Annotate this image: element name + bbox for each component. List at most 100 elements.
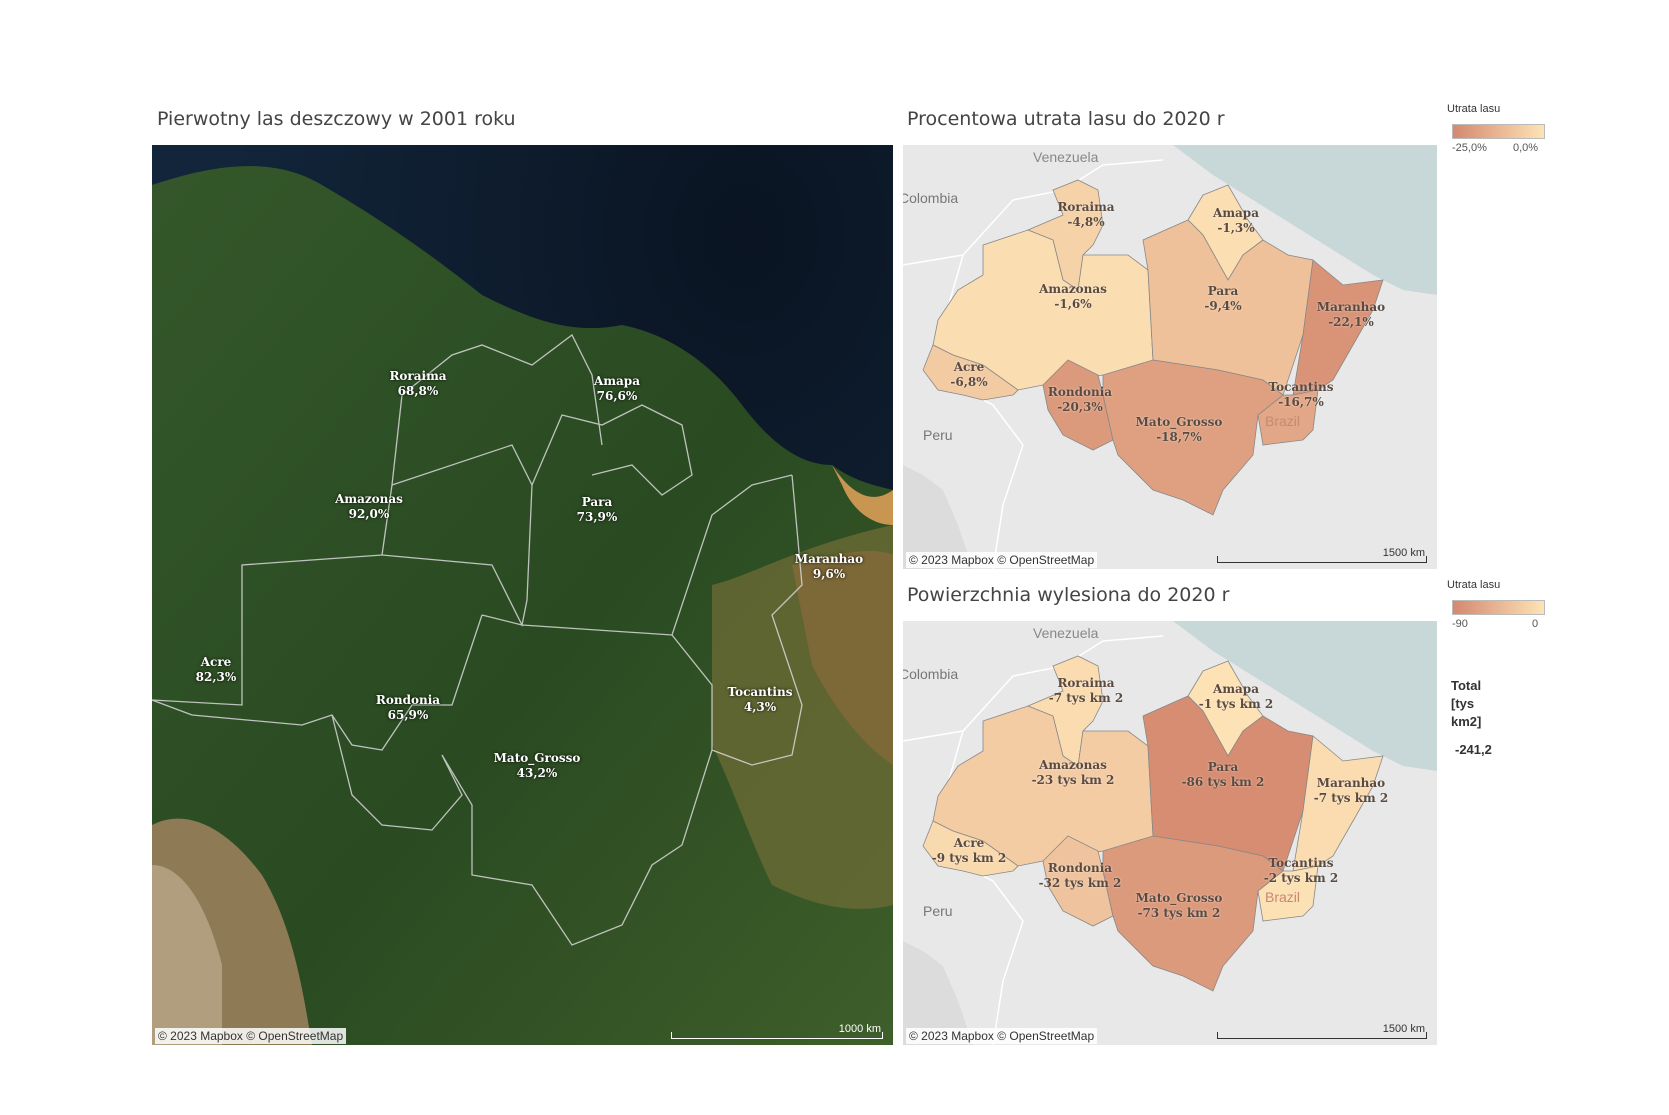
region-label-rondonia: Rondonia -32 tys km 2 <box>1020 861 1140 891</box>
region-label-rondonia: Rondonia 65,9% <box>348 693 468 723</box>
region-label-amapa: Amapa -1 tys km 2 <box>1176 682 1296 712</box>
region-value: -9,4% <box>1204 299 1242 313</box>
region-name: Amapa <box>594 374 640 388</box>
region-name: Roraima <box>1057 200 1115 214</box>
region-label-amapa: Amapa 76,6% <box>557 374 677 404</box>
continent <box>152 166 893 1045</box>
region-label-para: Para -9,4% <box>1163 284 1283 314</box>
border-line <box>903 189 1064 266</box>
region-value: -7 tys km 2 <box>1048 691 1124 705</box>
region-label-acre: Acre 82,3% <box>156 655 276 685</box>
total-label-line: Total <box>1451 678 1482 693</box>
map2-attribution[interactable]: © 2023 Mapbox © OpenStreetMap <box>906 552 1098 568</box>
caatinga-area <box>792 550 893 765</box>
map3-attribution[interactable]: © 2023 Mapbox © OpenStreetMap <box>906 1028 1098 1044</box>
region-name: Rondonia <box>375 693 441 707</box>
region-value: 4,3% <box>743 700 777 714</box>
region-label-rondonia: Rondonia -20,3% <box>1020 385 1140 415</box>
region-name: Amapa <box>1213 206 1259 220</box>
place-label-venezuela: Venezuela <box>1033 149 1099 165</box>
state-acre[interactable] <box>922 344 1019 401</box>
region-name: Para <box>1207 284 1239 298</box>
region-label-maranhao: Maranhao -7 tys km 2 <box>1291 776 1411 806</box>
region-value: 65,9% <box>387 708 429 722</box>
region-name: Amapa <box>1213 682 1259 696</box>
total-value: -241,2 <box>1455 742 1492 757</box>
state-mato_grosso[interactable] <box>1102 835 1284 992</box>
place-label-brazil: Brazil <box>1265 889 1301 905</box>
state-acre[interactable] <box>922 820 1019 877</box>
region-label-roraima: Roraima 68,8% <box>358 369 478 399</box>
region-name: Mato_Grosso <box>493 751 581 765</box>
map3-svg <box>903 621 1437 1045</box>
region-name: Mato_Grosso <box>1135 415 1223 429</box>
region-value: -4,8% <box>1067 215 1105 229</box>
state-tocantins[interactable] <box>1257 865 1319 922</box>
map2-scale: 1500 km <box>1217 543 1427 563</box>
state-maranhao[interactable] <box>1292 259 1384 396</box>
region-name: Tocantins <box>727 685 793 699</box>
state-maranhao[interactable] <box>1292 735 1384 872</box>
region-value: 73,9% <box>576 510 618 524</box>
region-value: -2 tys km 2 <box>1263 871 1339 885</box>
region-label-mato_grosso: Mato_Grosso 43,2% <box>477 751 597 781</box>
region-label-amapa: Amapa -1,3% <box>1176 206 1296 236</box>
region-name: Para <box>581 495 613 509</box>
region-name: Maranhao <box>1316 776 1386 790</box>
region-label-roraima: Roraima -7 tys km 2 <box>1026 676 1146 706</box>
map1-svg <box>152 145 893 1045</box>
legend2-title: Utrata lasu <box>1447 579 1501 591</box>
region-name: Amazonas <box>1039 282 1107 296</box>
andes-shade <box>903 465 973 569</box>
legend2-colorbar <box>1452 600 1545 615</box>
region-label-mato_grosso: Mato_Grosso -73 tys km 2 <box>1119 891 1239 921</box>
legend1-colorbar <box>1452 124 1545 139</box>
map3-title: Powierzchnia wylesiona do 2020 r <box>907 584 1230 606</box>
region-label-acre: Acre -9 tys km 2 <box>909 836 1029 866</box>
region-value: 76,6% <box>596 389 638 403</box>
region-value: 68,8% <box>397 384 439 398</box>
region-label-amazonas: Amazonas -23 tys km 2 <box>1013 758 1133 788</box>
scale-bar <box>1217 1032 1427 1039</box>
region-value: -18,7% <box>1156 430 1202 444</box>
legend2-min: -90 <box>1452 618 1468 630</box>
legend1-max: 0,0% <box>1513 142 1539 154</box>
scale-label: 1500 km <box>1382 1023 1425 1035</box>
region-name: Maranhao <box>794 552 864 566</box>
coast-sand <box>832 465 893 525</box>
total-label-line: km2] <box>1451 714 1482 729</box>
map2-svg <box>903 145 1437 569</box>
state-mato_grosso[interactable] <box>1102 359 1284 516</box>
scale-label: 1500 km <box>1382 547 1425 559</box>
region-name: Amazonas <box>335 492 403 506</box>
region-name: Acre <box>200 655 232 669</box>
region-label-maranhao: Maranhao 9,6% <box>769 552 889 582</box>
region-name: Amazonas <box>1039 758 1107 772</box>
state-tocantins[interactable] <box>1257 389 1319 446</box>
map2-choropleth[interactable]: Venezuela Colombia Peru Brazil Roraima -4,8% A… <box>903 145 1437 569</box>
map3-choropleth[interactable]: Venezuela Colombia Peru Brazil Roraima -7 tys… <box>903 621 1437 1045</box>
altiplano-area <box>152 865 222 1045</box>
region-name: Roraima <box>389 369 447 383</box>
border-line <box>903 665 1064 742</box>
region-label-acre: Acre -6,8% <box>909 360 1029 390</box>
region-name: Rondonia <box>1047 861 1113 875</box>
map1-title: Pierwotny las deszczowy w 2001 roku <box>157 108 516 130</box>
region-value: -22,1% <box>1328 315 1374 329</box>
scale-bar <box>671 1032 883 1039</box>
region-value: -1,3% <box>1217 221 1255 235</box>
region-name: Acre <box>953 360 985 374</box>
region-label-tocantins: Tocantins -16,7% <box>1241 380 1361 410</box>
map1-attribution[interactable]: © 2023 Mapbox © OpenStreetMap <box>155 1028 347 1044</box>
map1-satellite[interactable]: Roraima 68,8% Amapa 76,6% Amazonas 92,0% Para 7… <box>152 145 893 1045</box>
region-value: -1 tys km 2 <box>1198 697 1274 711</box>
region-label-amazonas: Amazonas -1,6% <box>1013 282 1133 312</box>
region-name: Mato_Grosso <box>1135 891 1223 905</box>
region-name: Tocantins <box>1268 856 1334 870</box>
place-label-peru: Peru <box>923 903 953 919</box>
region-name: Para <box>1207 760 1239 774</box>
region-value: 9,6% <box>812 567 846 581</box>
scale-bar <box>1217 556 1427 563</box>
map3-scale: 1500 km <box>1217 1019 1427 1039</box>
region-label-tocantins: Tocantins 4,3% <box>700 685 820 715</box>
